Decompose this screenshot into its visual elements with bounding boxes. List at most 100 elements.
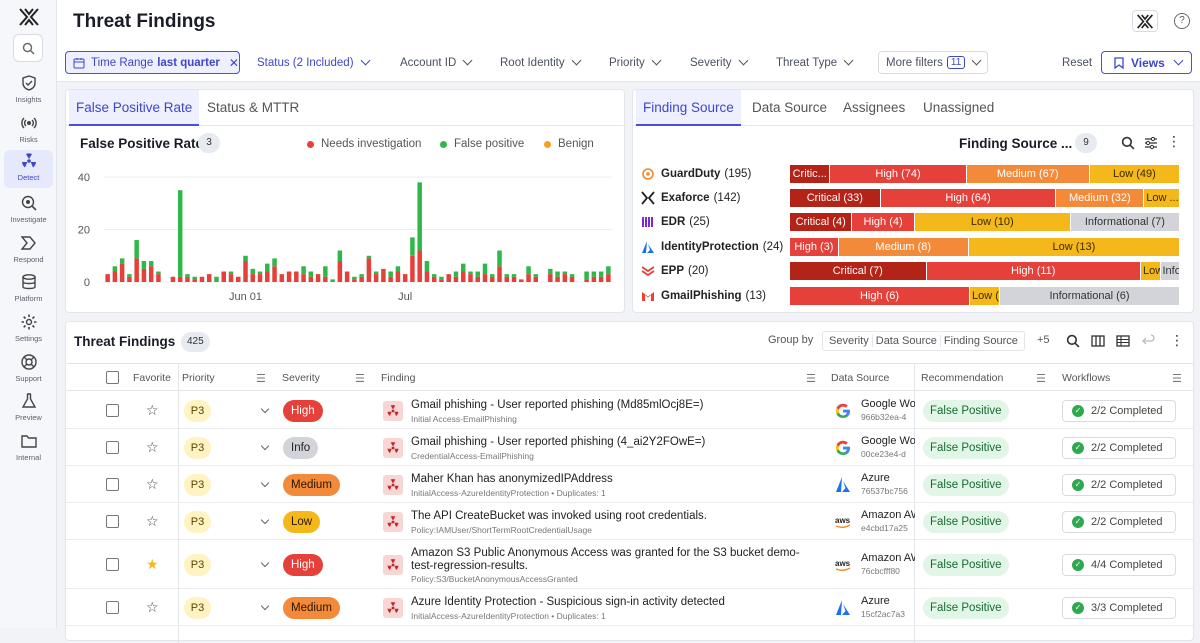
- source-row[interactable]: GuardDuty (195): [641, 165, 751, 183]
- source-row[interactable]: IdentityProtection (24): [641, 238, 783, 256]
- col-severity[interactable]: Severity: [282, 372, 320, 384]
- bar-segment[interactable]: [272, 266, 277, 282]
- col-data-source[interactable]: Data Source: [831, 372, 890, 384]
- bar-segment[interactable]: [591, 276, 597, 282]
- tab-status-mttr[interactable]: Status & MTTR: [207, 100, 300, 115]
- priority-filter[interactable]: Priority: [609, 51, 662, 74]
- col-favorite[interactable]: Favorite: [133, 372, 171, 384]
- col-recommendation[interactable]: Recommendation: [921, 372, 1004, 384]
- finding-filter-icon[interactable]: ☰: [806, 373, 816, 385]
- bar-segment[interactable]: [141, 268, 147, 282]
- bar-segment[interactable]: [497, 250, 502, 267]
- severity-segment-crit[interactable]: Critic...: [790, 165, 831, 183]
- bar-segment[interactable]: [424, 271, 430, 282]
- status-filter[interactable]: Status (2 Included): [257, 51, 370, 74]
- bar-segment[interactable]: [591, 271, 597, 277]
- group-chip-severity[interactable]: Severity: [826, 335, 873, 347]
- finding-title[interactable]: Amazon S3 Public Anonymous Access was gr…: [411, 546, 800, 572]
- search-icon[interactable]: [1066, 334, 1080, 348]
- bar-segment[interactable]: [352, 276, 357, 280]
- bar-segment[interactable]: [192, 276, 197, 280]
- bar-segment[interactable]: [134, 258, 139, 282]
- tab-finding-source[interactable]: Finding Source: [636, 90, 741, 126]
- bar-segment[interactable]: [490, 276, 495, 282]
- severity-segment-med[interactable]: Medium (67): [966, 165, 1090, 183]
- bar-segment[interactable]: [410, 255, 415, 282]
- table-row[interactable]: [66, 466, 1193, 503]
- bar-segment[interactable]: [112, 266, 118, 272]
- bar-segment[interactable]: [156, 271, 161, 275]
- bar-segment[interactable]: [497, 266, 502, 282]
- bar-segment[interactable]: [562, 274, 568, 282]
- row-checkbox[interactable]: [106, 477, 119, 491]
- bar-segment[interactable]: [177, 190, 183, 277]
- bar-segment[interactable]: [192, 279, 197, 282]
- bar-segment[interactable]: [475, 276, 480, 282]
- columns-icon[interactable]: [1091, 334, 1105, 348]
- bar-segment[interactable]: [402, 274, 408, 282]
- bar-segment[interactable]: [468, 271, 473, 275]
- bar-segment[interactable]: [257, 274, 263, 282]
- bar-segment[interactable]: [279, 274, 285, 282]
- priority-filter-icon[interactable]: ☰: [256, 373, 266, 385]
- bar-segment[interactable]: [453, 271, 459, 277]
- severity-segment-crit[interactable]: Critical (4): [790, 213, 853, 231]
- bar-segment[interactable]: [511, 276, 517, 282]
- bar-segment[interactable]: [533, 276, 539, 282]
- bar-segment[interactable]: [431, 274, 437, 277]
- bar-segment[interactable]: [359, 274, 364, 277]
- bar-segment[interactable]: [127, 276, 132, 282]
- more-options-icon[interactable]: ⋮: [1167, 133, 1181, 149]
- bar-segment[interactable]: [250, 268, 256, 275]
- bar-segment[interactable]: [199, 276, 205, 282]
- priority-badge[interactable]: P3: [184, 553, 211, 576]
- bar-segment[interactable]: [134, 240, 139, 259]
- bar-segment[interactable]: [569, 274, 575, 277]
- nav-item-respond[interactable]: Respond: [4, 232, 53, 270]
- bar-segment[interactable]: [511, 274, 517, 277]
- views-button[interactable]: Views: [1101, 51, 1192, 74]
- col-priority[interactable]: Priority: [182, 372, 215, 384]
- account-filter[interactable]: Account ID: [400, 51, 473, 74]
- workflow-status[interactable]: ✓ 4/4 Completed: [1062, 553, 1176, 576]
- bar-segment[interactable]: [417, 250, 422, 282]
- bar-segment[interactable]: [562, 271, 568, 275]
- bar-segment[interactable]: [170, 276, 176, 282]
- bar-segment[interactable]: [526, 266, 531, 275]
- row-checkbox[interactable]: [106, 600, 119, 614]
- bar-segment[interactable]: [265, 271, 270, 282]
- bar-segment[interactable]: [352, 279, 357, 282]
- bar-segment[interactable]: [460, 271, 466, 282]
- bar-segment[interactable]: [330, 279, 335, 282]
- bar-segment[interactable]: [308, 276, 314, 282]
- severity-segment-crit[interactable]: Critical (33): [790, 189, 881, 207]
- nav-item-detect[interactable]: Detect: [4, 150, 53, 188]
- legend-needs-investigation[interactable]: Needs investigation: [307, 138, 421, 150]
- severity-segment-low[interactable]: Low (10): [914, 213, 1071, 231]
- favorite-star-icon[interactable]: ★: [146, 555, 159, 572]
- table-row[interactable]: [66, 540, 1193, 589]
- bar-segment[interactable]: [185, 274, 190, 277]
- severity-segment-high[interactable]: High (3): [790, 238, 839, 256]
- nav-item-risks[interactable]: Risks: [4, 112, 53, 150]
- favorite-star-icon[interactable]: ☆: [146, 438, 159, 455]
- bar-segment[interactable]: [359, 276, 364, 282]
- nav-item-internal[interactable]: Internal: [4, 430, 53, 468]
- bar-segment[interactable]: [177, 276, 183, 282]
- table-row[interactable]: [66, 429, 1193, 466]
- tab-unassigned[interactable]: Unassigned: [923, 100, 995, 115]
- bar-segment[interactable]: [119, 258, 125, 264]
- severity-segment-high[interactable]: High (64): [880, 189, 1057, 207]
- bar-segment[interactable]: [453, 276, 459, 282]
- bar-segment[interactable]: [243, 261, 248, 282]
- bar-segment[interactable]: [366, 258, 372, 282]
- bar-segment[interactable]: [286, 271, 292, 282]
- bar-segment[interactable]: [395, 271, 401, 282]
- severity-segment-high[interactable]: High (74): [830, 165, 967, 183]
- bar-segment[interactable]: [548, 274, 553, 282]
- bar-segment[interactable]: [519, 279, 524, 282]
- table-row[interactable]: [66, 589, 1193, 626]
- bar-segment[interactable]: [308, 271, 314, 277]
- undo-icon[interactable]: [1142, 334, 1156, 348]
- bar-segment[interactable]: [228, 271, 234, 275]
